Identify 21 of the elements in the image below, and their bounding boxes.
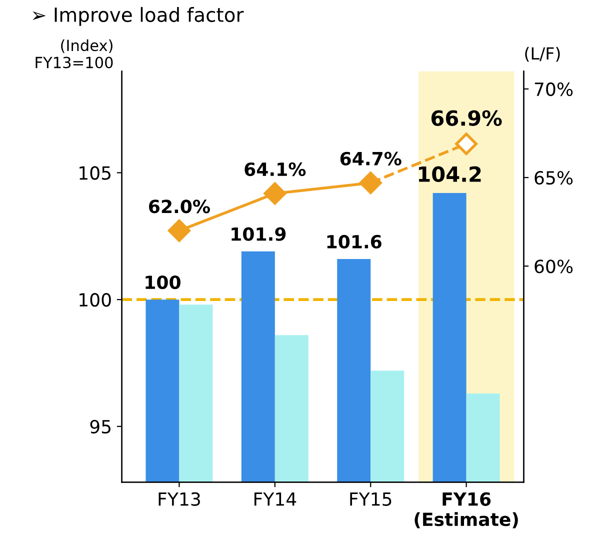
x-tick-label: FY16 (Estimate) [414, 492, 518, 528]
data-label: 66.9% [431, 110, 502, 126]
x-tick-label: FY15 [350, 492, 392, 506]
y2-tick-label: 60% [534, 260, 573, 274]
x-tick-label: FY13 [158, 492, 200, 506]
data-label: 101.9 [232, 227, 286, 241]
y-tick-label: 95 [90, 420, 110, 434]
y2-tick-label: 65% [534, 170, 573, 185]
data-label: 64.1% [244, 162, 306, 176]
x-tick-label: FY14 [254, 492, 296, 506]
y-tick-label: 100 [80, 293, 111, 307]
y2-axis-title: (L/F) [525, 46, 560, 62]
y-axis-title: (Index) FY13=100 [36, 39, 113, 68]
y2-tick-label: 70% [534, 82, 573, 96]
data-label: 101.6 [327, 234, 382, 249]
data-label: 62.0% [149, 200, 210, 214]
data-label: 100 [146, 275, 180, 290]
data-label: 104.2 [418, 166, 481, 182]
chart-title: ➢ Improve load factor [32, 7, 244, 26]
data-label: 64.7% [340, 152, 402, 166]
y-tick-label: 105 [80, 166, 110, 180]
